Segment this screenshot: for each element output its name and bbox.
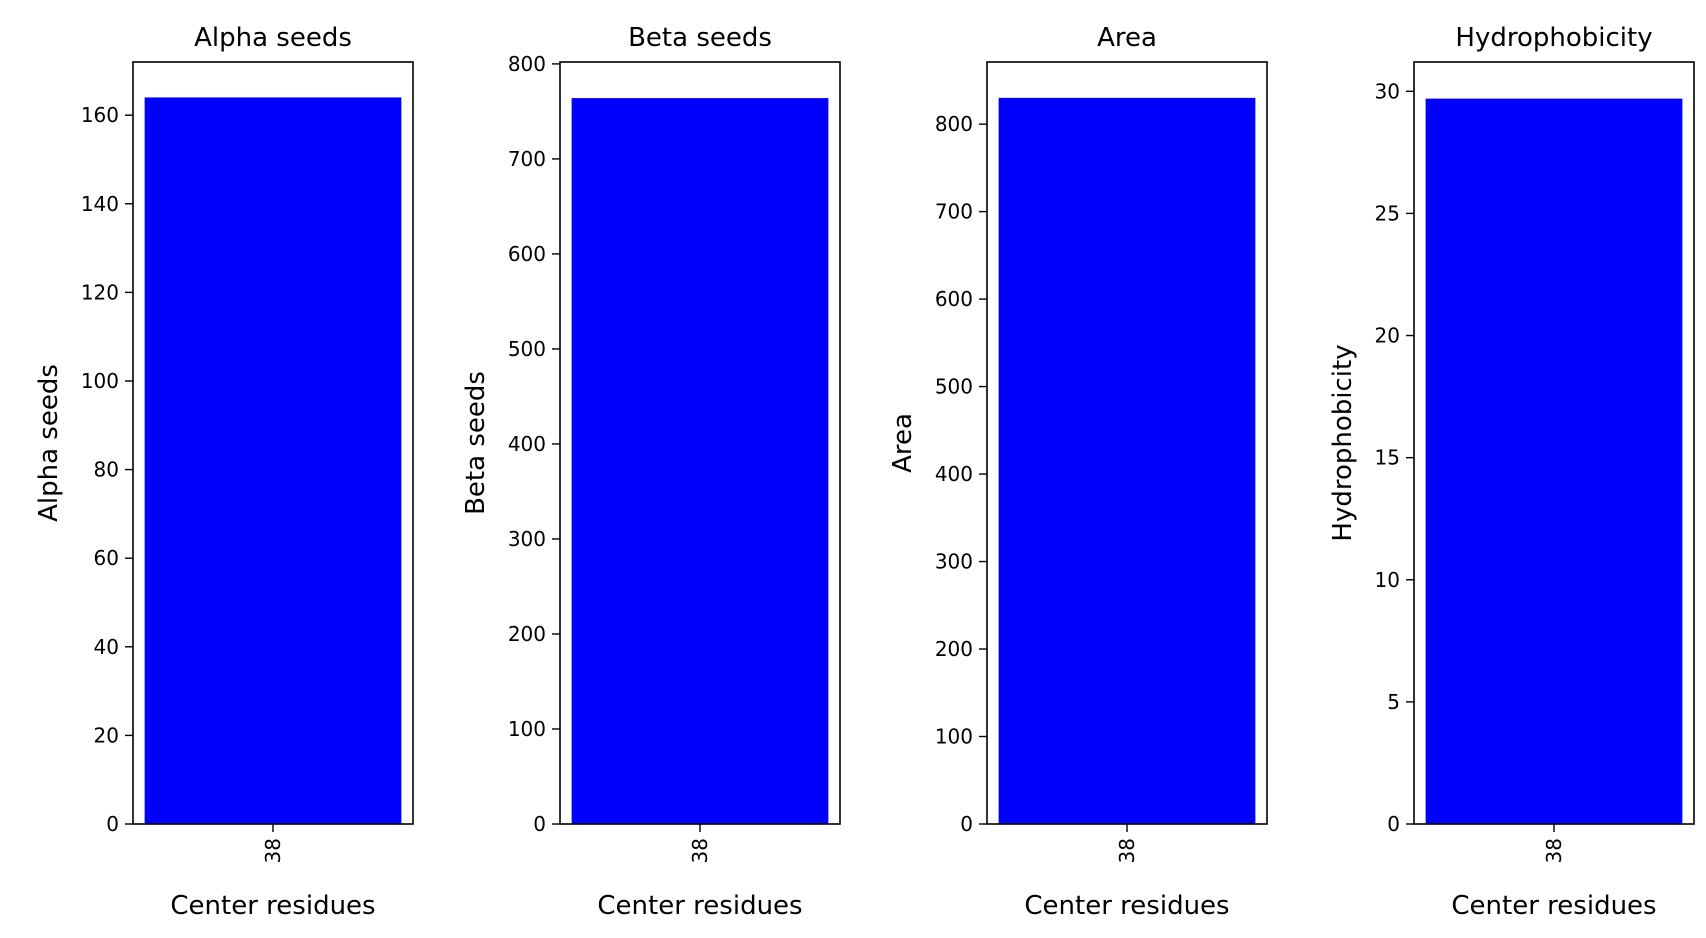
y-tick-label: 160 [81, 103, 119, 127]
y-tick-label: 0 [106, 812, 119, 836]
y-tick-label: 700 [508, 147, 546, 171]
y-tick-label: 600 [935, 287, 973, 311]
x-tick-label: 38 [1115, 838, 1139, 863]
x-tick-label: 38 [688, 838, 712, 863]
y-tick-label: 140 [81, 192, 119, 216]
y-tick-label: 100 [81, 369, 119, 393]
y-tick-label: 15 [1375, 446, 1400, 470]
y-tick-label: 200 [508, 622, 546, 646]
y-axis-label: Alpha seeds [34, 364, 64, 522]
chart-panel-1: 0 20 40 60 80 100 120 140 160 38 Alpha seeds Center… [34, 23, 414, 921]
chart-title: Beta seeds [628, 23, 772, 53]
y-tick-label: 0 [960, 812, 973, 836]
bar [998, 97, 1256, 824]
y-tick-label: 0 [533, 812, 546, 836]
chart-panel-3: 0 100 200 300 400 500 600 700 800 38 Area Center re… [888, 23, 1268, 921]
y-axis-label: Beta seeds [461, 371, 491, 515]
y-tick-label: 200 [935, 637, 973, 661]
x-tick-label: 38 [261, 838, 285, 863]
bar [571, 98, 829, 824]
y-tick-label: 30 [1375, 79, 1400, 103]
y-tick-label: 800 [508, 52, 546, 76]
y-tick-label: 100 [935, 725, 973, 749]
y-tick-label: 80 [94, 458, 119, 482]
y-tick-label: 25 [1375, 201, 1400, 225]
y-tick-label: 120 [81, 280, 119, 304]
y-tick-label: 700 [935, 200, 973, 224]
chart-title: Alpha seeds [194, 23, 352, 53]
y-tick-label: 40 [94, 635, 119, 659]
y-tick-label: 20 [1375, 324, 1400, 348]
x-axis-label: Center residues [597, 891, 802, 921]
chart-panel-4: 0 5 10 15 20 25 30 38 Hydrophobicity Center resid… [1328, 23, 1695, 921]
chart-panel-2: 0 100 200 300 400 500 600 700 800 38 Beta seeds Cen… [461, 23, 841, 921]
chart-title: Hydrophobicity [1455, 23, 1652, 53]
y-tick-label: 20 [94, 723, 119, 747]
y-tick-label: 0 [1387, 812, 1400, 836]
y-tick-label: 5 [1387, 690, 1400, 714]
y-tick-label: 500 [935, 375, 973, 399]
x-axis-label: Center residues [1451, 891, 1656, 921]
chart-title: Area [1097, 23, 1157, 53]
y-tick-label: 300 [935, 550, 973, 574]
x-tick-label: 38 [1542, 838, 1566, 863]
y-tick-label: 500 [508, 337, 546, 361]
y-axis-label: Hydrophobicity [1328, 344, 1358, 541]
y-tick-label: 800 [935, 112, 973, 136]
y-tick-label: 600 [508, 242, 546, 266]
y-tick-label: 10 [1375, 568, 1400, 592]
y-tick-label: 400 [935, 462, 973, 486]
x-axis-label: Center residues [1024, 891, 1229, 921]
x-axis-label: Center residues [170, 891, 375, 921]
y-tick-label: 60 [94, 546, 119, 570]
y-tick-label: 300 [508, 527, 546, 551]
bar [1425, 98, 1683, 824]
y-tick-label: 100 [508, 717, 546, 741]
y-axis-label: Area [888, 413, 918, 473]
y-tick-label: 400 [508, 432, 546, 456]
bar [144, 97, 402, 824]
